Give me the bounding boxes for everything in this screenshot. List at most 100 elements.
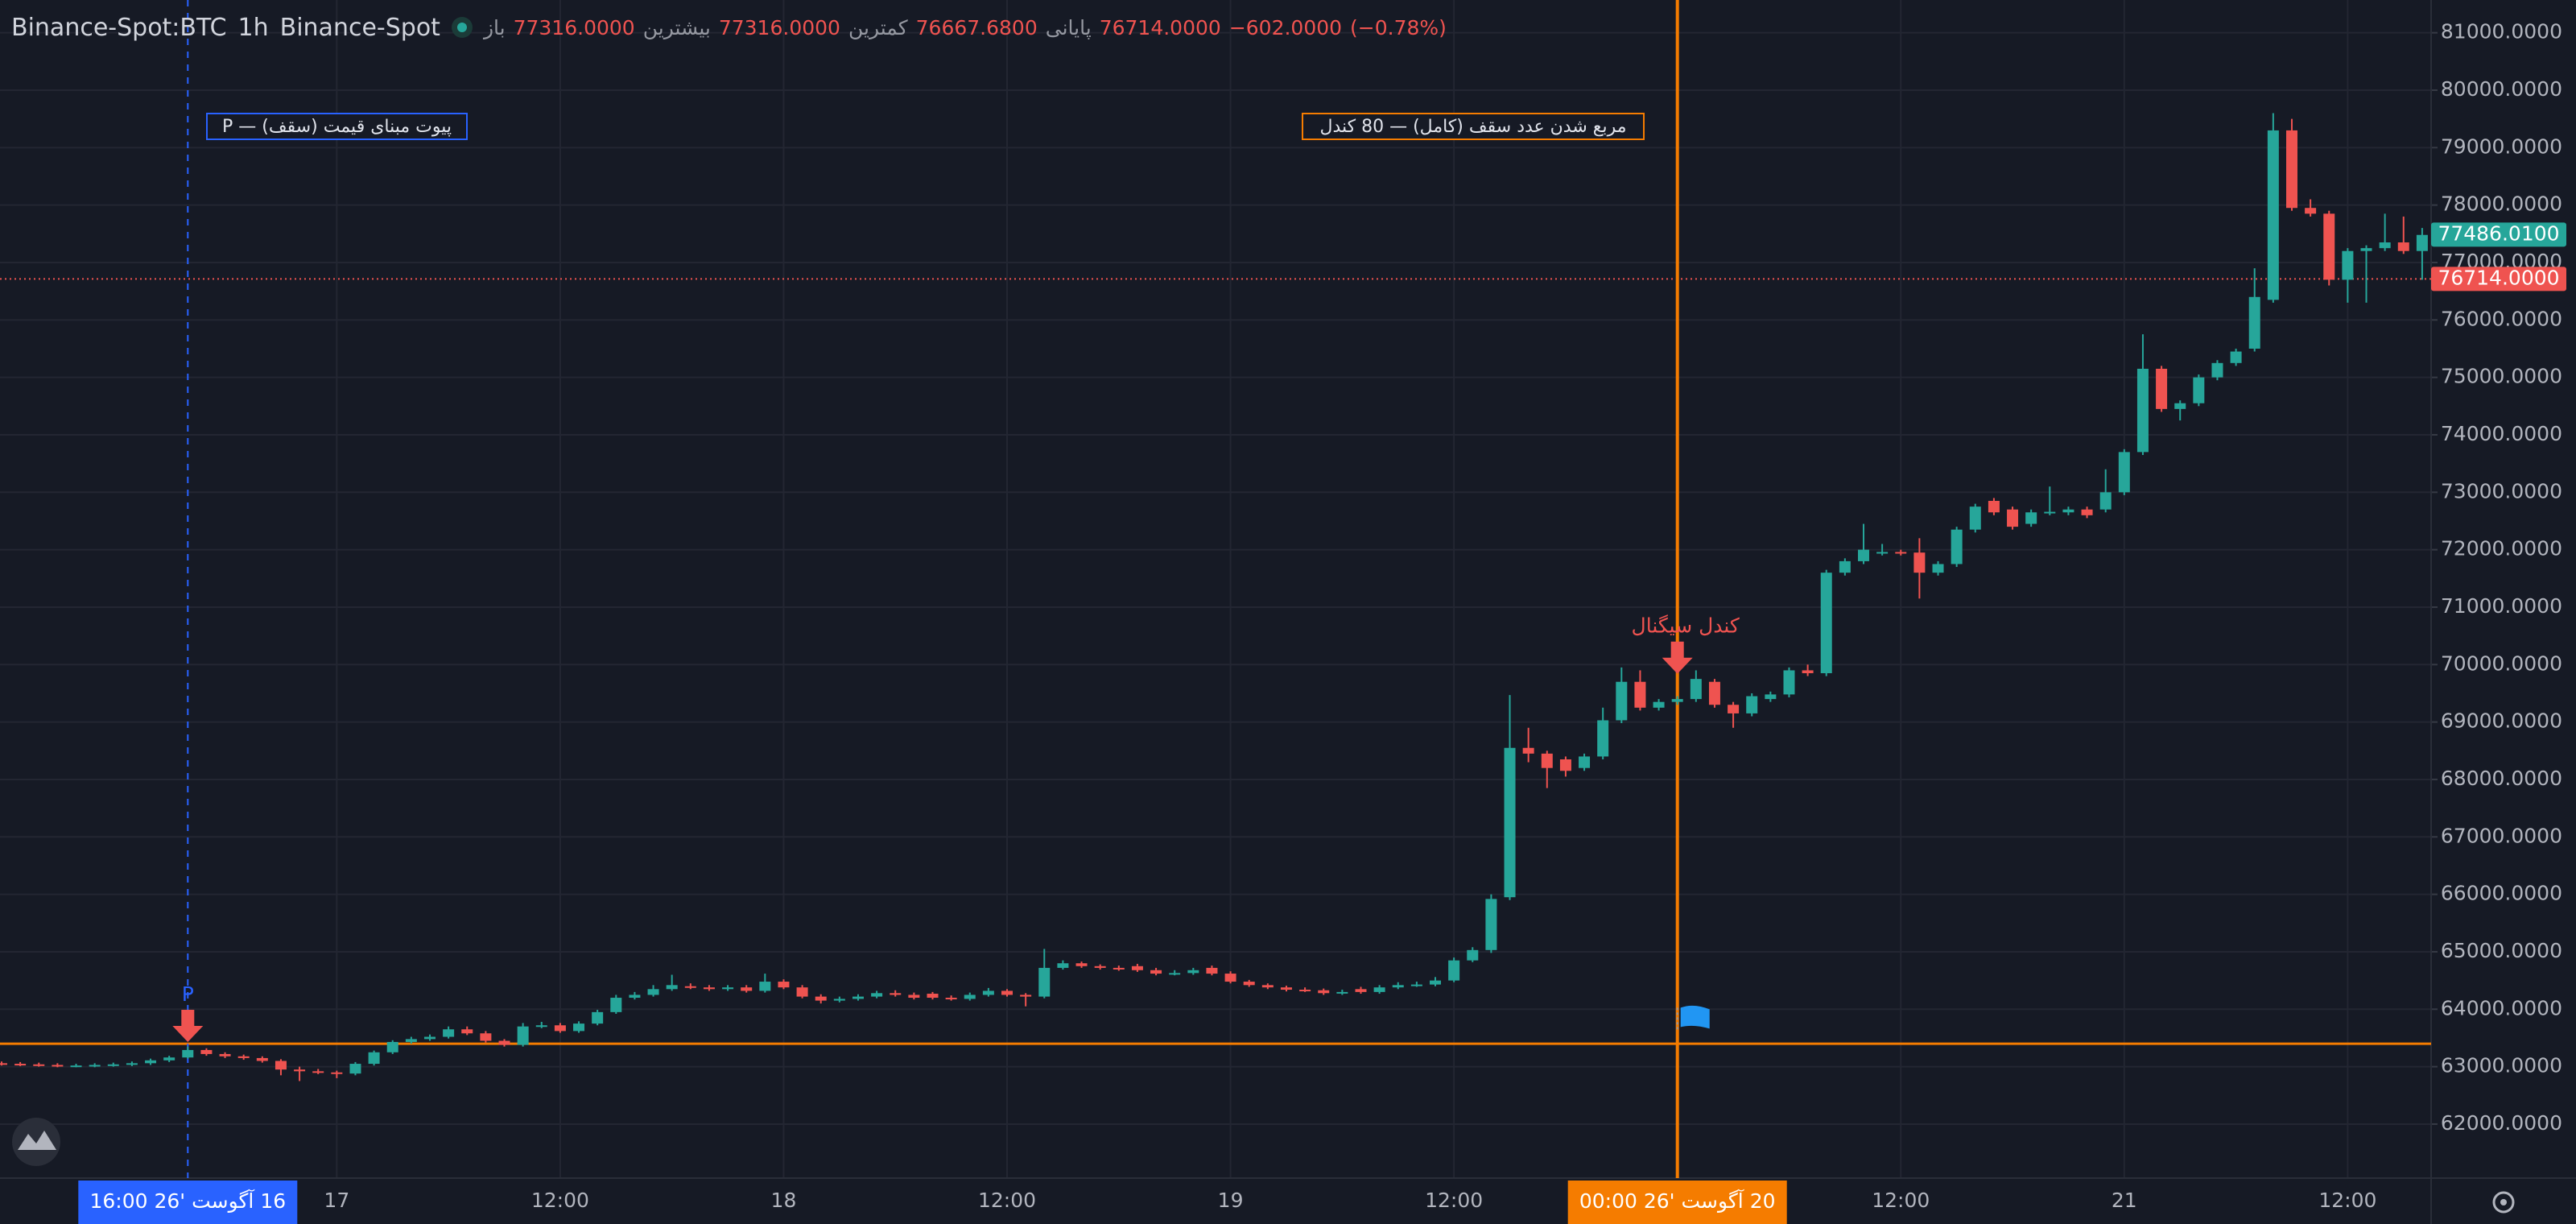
candle-body — [722, 987, 734, 990]
candle-body — [2118, 452, 2130, 493]
interval[interactable]: 1h — [237, 13, 269, 42]
crosshair-label-box — [78, 1181, 298, 1224]
candle-body — [1373, 987, 1385, 992]
annotation-box — [1302, 113, 1645, 140]
candle-body — [1355, 989, 1367, 992]
candle-body — [1150, 970, 1162, 974]
settings-button[interactable] — [2492, 1191, 2515, 1214]
candle-body — [2156, 368, 2168, 409]
candle-body — [833, 999, 845, 1001]
candle-body — [1280, 987, 1292, 990]
logo-button[interactable] — [12, 1118, 60, 1166]
candle-body — [1448, 960, 1460, 981]
y-tick-label: 81000.0000 — [2441, 20, 2562, 43]
candle-body — [2360, 248, 2372, 251]
candle-body — [461, 1029, 473, 1034]
candle-body — [592, 1011, 604, 1024]
candle-body — [0, 1063, 7, 1065]
candle-body — [2174, 403, 2186, 409]
signal-label: P — [182, 982, 194, 1006]
candle-body — [349, 1064, 361, 1074]
y-tick-label: 68000.0000 — [2441, 767, 2562, 790]
candle-body — [423, 1036, 436, 1040]
candle-body — [796, 987, 808, 997]
crosshair-label-box — [1567, 1181, 1787, 1224]
candle-body — [741, 987, 753, 991]
candle-body — [2230, 351, 2242, 363]
candle-body — [1858, 549, 1869, 561]
candle-body — [1708, 681, 1720, 705]
candle-body — [1802, 670, 1814, 673]
candle-body — [1765, 694, 1777, 700]
candle-body — [927, 994, 939, 999]
candle-body — [1671, 699, 1683, 702]
candle-body — [1206, 967, 1218, 974]
candle-body — [33, 1064, 45, 1066]
candle-body — [1783, 670, 1795, 695]
header: Binance-Spot:BTC 1h Binance-Spot باز 7731… — [11, 10, 1447, 45]
candle-body — [70, 1065, 82, 1068]
candle-body — [647, 989, 659, 995]
ohlc-value: 77316.0000 — [513, 15, 635, 39]
y-tick-label: 69000.0000 — [2441, 709, 2562, 733]
candle-body — [1169, 973, 1181, 975]
candle-body — [1392, 985, 1404, 988]
x-tick-label: 18 — [771, 1189, 797, 1212]
candle-body — [2099, 492, 2112, 510]
candle-body — [629, 994, 641, 999]
candle-body — [1653, 701, 1665, 708]
y-tick-label: 66000.0000 — [2441, 882, 2562, 905]
x-tick-label: 21 — [2112, 1189, 2137, 1212]
candle-body — [1467, 949, 1479, 961]
candle-body — [1839, 560, 1851, 573]
logo-icon — [18, 1131, 56, 1150]
ohlc-value: 76667.6800 — [915, 15, 1038, 39]
candle-body — [2416, 234, 2428, 251]
candle-body — [2007, 509, 2019, 527]
candle-body — [275, 1061, 287, 1070]
candle-body — [368, 1052, 380, 1065]
candle-body — [1299, 990, 1311, 992]
candle-body — [1485, 899, 1497, 950]
candle-body — [2323, 213, 2335, 280]
candle-body — [703, 987, 715, 990]
ohlc-label: باز — [483, 15, 506, 39]
candle-body — [2248, 296, 2260, 349]
candle-body — [2136, 368, 2149, 453]
y-tick-label: 65000.0000 — [2441, 939, 2562, 962]
symbol[interactable]: Binance-Spot:BTC — [11, 13, 227, 42]
y-tick-label: 79000.0000 — [2441, 134, 2562, 158]
candle-body — [1988, 501, 2000, 513]
candle-body — [554, 1025, 566, 1032]
candle-body — [1559, 759, 1571, 771]
candle-body — [684, 986, 696, 988]
candle-body — [1634, 681, 1646, 708]
candle-body — [2044, 511, 2056, 514]
candle-body — [982, 990, 994, 995]
candle-body — [1597, 720, 1609, 757]
candle-body — [945, 998, 957, 1000]
candle-body — [163, 1057, 175, 1061]
y-tick-label: 75000.0000 — [2441, 365, 2562, 388]
candle-body — [964, 994, 976, 999]
candle-body — [237, 1056, 250, 1058]
candle-body — [2397, 242, 2409, 251]
candle-body — [1616, 681, 1628, 721]
candle-body — [573, 1023, 585, 1032]
y-tick-label: 70000.0000 — [2441, 651, 2562, 675]
candle-body — [517, 1026, 529, 1045]
candle-body — [1318, 990, 1330, 994]
candle-body — [1951, 529, 1963, 564]
y-tick-label: 64000.0000 — [2441, 996, 2562, 1019]
candle-body — [871, 993, 883, 997]
candle-body — [405, 1039, 417, 1042]
candle-body — [852, 996, 864, 999]
annotation-text: P — پیوت مبنای قیمت (سقف) — [222, 117, 452, 137]
candle-body — [256, 1057, 268, 1061]
y-tick-label: 62000.0000 — [2441, 1111, 2562, 1135]
candle-body — [610, 998, 622, 1012]
